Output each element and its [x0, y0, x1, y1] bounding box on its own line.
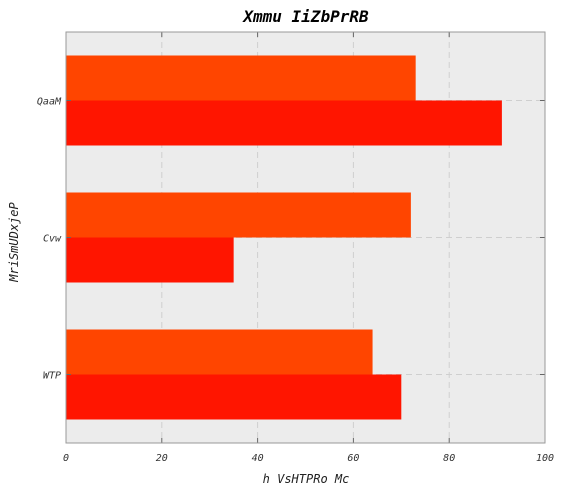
- bar-1-cvw: [66, 192, 411, 238]
- chart-title: Xmmu IiZbPrRB: [241, 7, 369, 26]
- x-tick-label: 0: [63, 453, 69, 464]
- y-tick-label: Cvw: [43, 234, 62, 245]
- y-tick-label: WTP: [43, 371, 61, 382]
- x-axis-label: h VsHTPRo Mc: [263, 472, 350, 486]
- bar-1-wtp: [66, 329, 373, 375]
- y-axis-label: MriSmUDxjeP: [7, 201, 21, 282]
- plot-frame: [65, 31, 546, 444]
- x-tick-label: 20: [156, 453, 168, 464]
- bar-2-wtp: [66, 374, 402, 420]
- x-tick-label: 80: [443, 453, 455, 464]
- bar-2-qaam: [66, 100, 502, 146]
- bar-2-cvw: [66, 237, 234, 283]
- x-tick-label: 40: [252, 453, 264, 464]
- y-tick-label: QaaM: [37, 97, 62, 108]
- bars: [66, 55, 502, 420]
- x-tick-label: 100: [536, 453, 554, 464]
- x-tick-label: 60: [347, 453, 359, 464]
- ticks: 0 20 40 60 80 100 QaaM Cvw WTP: [37, 32, 554, 464]
- bar-1-qaam: [66, 55, 416, 101]
